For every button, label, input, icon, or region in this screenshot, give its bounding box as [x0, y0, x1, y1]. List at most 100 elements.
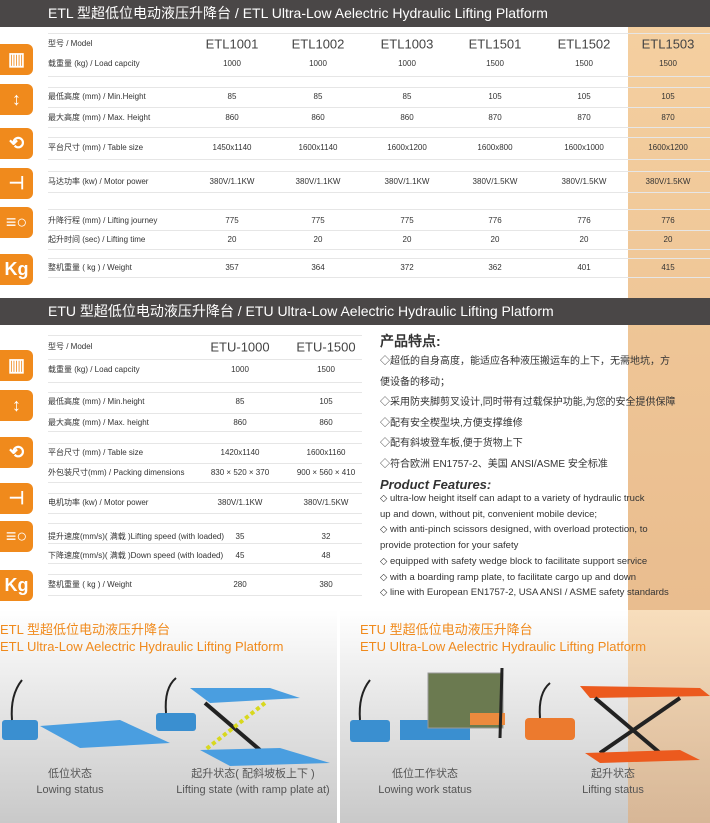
- spec-value: 380V/1.5KW: [472, 177, 518, 186]
- divider-line: [48, 127, 710, 128]
- spec-value: 1600x1200: [387, 143, 427, 152]
- spec-value: 401: [577, 263, 591, 272]
- features-cn-title: 产品特点:: [380, 333, 441, 349]
- spec-value: 85: [235, 397, 245, 406]
- feature-cn-line: ◇符合欧洲 EN1757-2、美国 ANSI/ASME 安全标准: [380, 458, 608, 470]
- divider-line: [48, 482, 362, 483]
- etu-section-title: ETU 型超低位电动液压升降台 / ETU Ultra-Low Aelectri…: [0, 298, 710, 325]
- spec-value: 85: [313, 92, 323, 101]
- divider-line: [48, 392, 362, 393]
- feature-en-line: ◇ equipped with safety wedge block to fa…: [380, 555, 648, 567]
- spec-value: 776: [661, 216, 675, 225]
- illustration-panel: [0, 610, 710, 823]
- caption-cn: 起升状态( 配斜坡板上下 ): [191, 768, 315, 780]
- divider-line: [48, 413, 362, 414]
- spec-value: 775: [311, 216, 325, 225]
- spec-label: 提升速度(mm/s)( 满载 )Lifting speed (with load…: [48, 532, 225, 541]
- spec-value: 20: [490, 235, 500, 244]
- features-en-title: Product Features:: [380, 477, 492, 492]
- spec-value: 20: [663, 235, 673, 244]
- spec-label: 最低高度 (mm) / Min.height: [48, 397, 145, 406]
- height-arrows-icon: ↕: [0, 84, 33, 115]
- table-size-icon: ⟲: [0, 128, 33, 159]
- divider-line: [48, 359, 362, 360]
- spec-value: 380V/1.1KW: [295, 177, 341, 186]
- divider-line: [48, 230, 710, 231]
- spec-value: 48: [321, 551, 331, 560]
- spec-label: 载重量 (kg) / Load capcity: [48, 59, 140, 68]
- spec-value: 20: [313, 235, 323, 244]
- spec-value: 860: [233, 418, 247, 427]
- panel-divider: [337, 610, 340, 823]
- spec-label: 马达功率 (kw) / Motor power: [48, 177, 149, 186]
- divider-line: [48, 137, 710, 138]
- spec-value: 45: [235, 551, 245, 560]
- spec-value: 85: [402, 92, 412, 101]
- divider-line: [48, 258, 710, 259]
- spec-value: 362: [488, 263, 502, 272]
- caption-en: Lifting state (with ramp plate at): [176, 784, 330, 796]
- spec-value: 830 × 520 × 370: [210, 468, 270, 477]
- etl-illustration-title-en: ETL Ultra-Low Aelectric Hydraulic Liftin…: [0, 639, 284, 654]
- divider-line: [48, 574, 362, 575]
- spec-value: 105: [577, 92, 591, 101]
- spec-value: 380V/1.1KW: [384, 177, 430, 186]
- spec-value: 1450x1140: [212, 143, 252, 152]
- divider-line: [48, 595, 362, 596]
- divider-line: [48, 543, 362, 544]
- weight-kg-icon: Kg: [0, 254, 33, 285]
- spec-value: 105: [488, 92, 502, 101]
- spec-value: 870: [661, 113, 675, 122]
- spec-value: 380V/1.5KW: [561, 177, 607, 186]
- divider-line: [48, 192, 710, 193]
- weight-kg-icon: Kg: [0, 570, 33, 601]
- spec-label: 起升时间 (sec) / Lifting time: [48, 235, 146, 244]
- feature-en-line: ◇ line with European EN1757-2, USA ANSI …: [380, 587, 669, 599]
- spec-value: 860: [225, 113, 239, 122]
- speed-icon: ≡○: [0, 207, 33, 238]
- etl-illustration-title-cn: ETL 型超低位电动液压升降台: [0, 622, 170, 637]
- caption-en: Lowing status: [36, 784, 104, 796]
- etu-lowing-illustration: [350, 668, 505, 742]
- divider-line: [48, 209, 710, 210]
- divider-line: [48, 33, 710, 34]
- height-arrows-icon: ↕: [0, 390, 33, 421]
- spec-value: 380: [319, 580, 333, 589]
- divider-line: [48, 171, 710, 172]
- spec-value: 1000: [223, 59, 241, 68]
- divider-line: [48, 431, 362, 432]
- decorative-stripe-bottom: [628, 610, 710, 823]
- spec-label: 整机重量 ( kg ) / Weight: [48, 580, 132, 589]
- model-name: ETL1001: [205, 36, 259, 52]
- etl-lifting-illustration: [156, 677, 330, 766]
- spec-value: 357: [225, 263, 239, 272]
- platform-illustrations: [2, 668, 710, 766]
- caption-en: Lowing work status: [378, 784, 472, 796]
- divider-line: [48, 523, 362, 524]
- model-name: ETL1501: [468, 36, 522, 52]
- spec-value: 280: [233, 580, 247, 589]
- divider-line: [48, 493, 362, 494]
- spec-value: 860: [400, 113, 414, 122]
- motor-icon: ⊣: [0, 168, 33, 199]
- divider-line: [48, 76, 710, 77]
- feature-en-line: ◇ with a boarding ramp plate, to facilit…: [380, 571, 637, 583]
- feature-cn-line: ◇采用防夹脚剪叉设计,同时带有过载保护功能,为您的安全提供保障: [380, 397, 676, 408]
- spec-label: 电机功率 (kw) / Motor power: [48, 498, 149, 507]
- etl-lowing-illustration: [2, 679, 170, 748]
- model-name: ETU-1000: [210, 339, 270, 355]
- spec-value: 1000: [231, 365, 249, 374]
- spec-value: 415: [661, 263, 675, 272]
- model-name: ETL1502: [557, 36, 611, 52]
- spec-value: 776: [577, 216, 591, 225]
- etl-section-title: ETL 型超低位电动液压升降台 / ETL Ultra-Low Aelectri…: [0, 0, 710, 27]
- spec-value: 372: [400, 263, 414, 272]
- spec-value: 20: [227, 235, 237, 244]
- spec-value: 1500: [575, 59, 593, 68]
- spec-value: 1500: [317, 365, 335, 374]
- divider-line: [48, 87, 710, 88]
- spec-label: 最低高度 (mm) / Min.Height: [48, 92, 146, 101]
- caption-cn: 起升状态: [591, 768, 635, 780]
- spec-label: 外包装尺寸(mm) / Packing dimensions: [48, 468, 185, 477]
- model-label: 型号 / Model: [48, 342, 93, 351]
